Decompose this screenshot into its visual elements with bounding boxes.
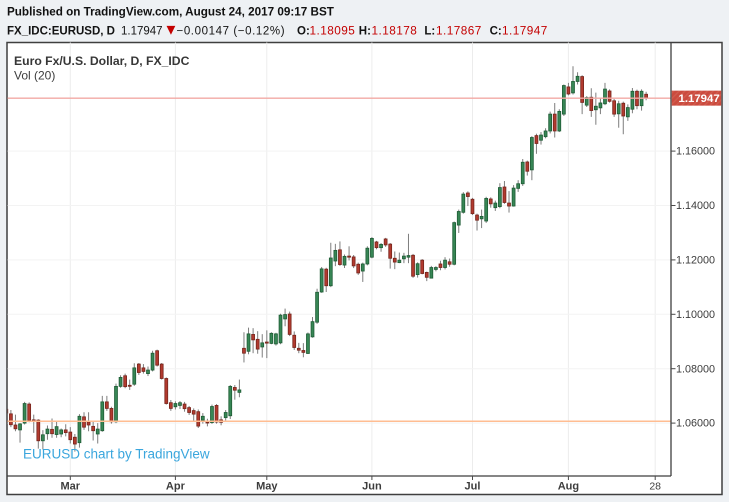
svg-text:Jul: Jul (465, 481, 481, 493)
svg-text:Mar: Mar (61, 481, 81, 493)
svg-text:28: 28 (649, 481, 661, 493)
svg-text:FX_IDC:EURUSD, D1.17947▼−0.001: FX_IDC:EURUSD, D 1.17947▼−0.00147 (−0.12%… (7, 21, 548, 38)
svg-text:1.06000: 1.06000 (676, 418, 715, 430)
svg-text:Euro Fx/U.S. Dollar, D, FX_IDC: Euro Fx/U.S. Dollar, D, FX_IDC (14, 54, 190, 68)
svg-text:Published on TradingView.com,: Published on TradingView.com, August 24,… (7, 6, 335, 19)
svg-text:Apr: Apr (166, 481, 186, 493)
svg-text:1.14000: 1.14000 (676, 200, 715, 212)
svg-text:1.12000: 1.12000 (676, 255, 715, 267)
svg-text:1.16000: 1.16000 (676, 146, 715, 158)
svg-text:Jun: Jun (362, 481, 382, 493)
svg-text:1.10000: 1.10000 (676, 309, 715, 321)
svg-text:1.17947: 1.17947 (679, 93, 720, 105)
svg-text:EURUSD chart by TradingView: EURUSD chart by TradingView (23, 447, 210, 462)
svg-text:Vol (20): Vol (20) (14, 69, 55, 83)
svg-text:May: May (256, 481, 278, 493)
svg-text:Aug: Aug (558, 481, 579, 493)
svg-text:1.08000: 1.08000 (676, 363, 715, 375)
